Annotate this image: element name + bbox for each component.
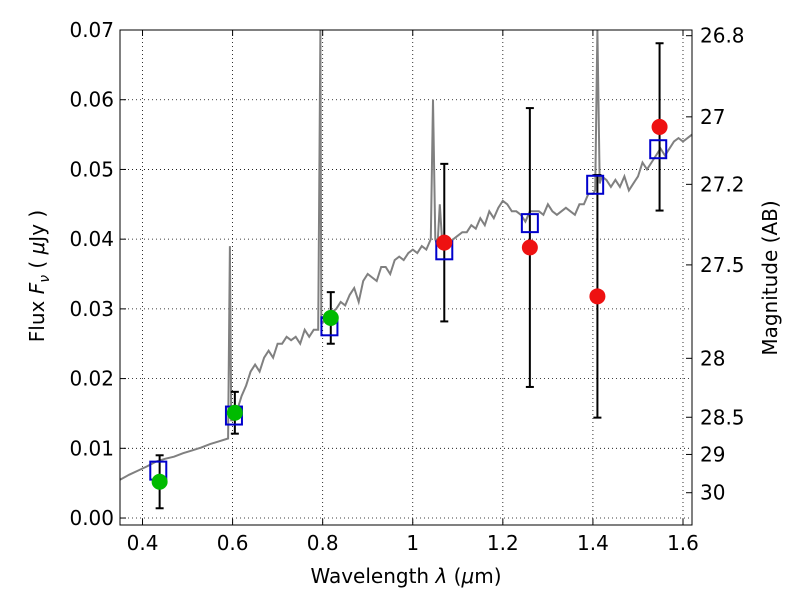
y-tick-label: 0.07 (69, 18, 114, 42)
y-tick-label: 0.01 (69, 436, 114, 460)
y-tick-label: 0.00 (69, 506, 114, 530)
x-tick-label: 1.2 (487, 531, 519, 555)
x-tick-label: 1 (406, 531, 419, 555)
magnitude-tick-label: 28 (700, 346, 725, 370)
y-tick-label: 0.02 (69, 367, 114, 391)
magnitude-axis-ticks: 26.8 27 27.2 27.5 28 28.5 29 30 (686, 24, 745, 505)
magnitude-tick-label: 30 (700, 481, 725, 505)
magnitude-tick-label: 26.8 (700, 24, 745, 48)
x-tick-label: 0.8 (307, 531, 339, 555)
x-tick-label: 1.4 (577, 531, 609, 555)
x-axis-label: Wavelength λ (μm) (310, 564, 501, 588)
x-tick-label: 0.6 (217, 531, 249, 555)
magnitude-tick-label: 27.2 (700, 172, 745, 196)
green-point (322, 309, 339, 326)
plot-frame (119, 29, 693, 526)
magnitude-tick-label: 27 (700, 105, 725, 129)
spectrum-layer (119, 29, 693, 481)
red-points (436, 118, 668, 305)
magnitude-tick-label: 27.5 (700, 253, 745, 277)
y-tick-label: 0.03 (69, 297, 114, 321)
y-tick-label: 0.06 (69, 88, 114, 112)
red-point (651, 118, 668, 135)
green-points (151, 309, 339, 490)
spectrum-line (119, 29, 693, 481)
x-tick-label: 0.4 (127, 531, 159, 555)
y-tick-label: 0.05 (69, 157, 114, 181)
green-point (226, 404, 243, 421)
y-axis-label: Flux Fν ( μJy ) (25, 210, 53, 342)
red-point (436, 234, 453, 251)
red-point (521, 239, 538, 256)
red-point (589, 288, 606, 305)
magnitude-axis-label: Magnitude (AB) (758, 200, 782, 355)
y-tick-label: 0.04 (69, 227, 114, 251)
green-point (151, 473, 168, 490)
magnitude-tick-label: 28.5 (700, 405, 745, 429)
model-point (520, 213, 539, 234)
model-point (586, 174, 605, 195)
y-axis-ticks: 0.00 0.01 0.02 0.03 0.04 0.05 0.06 0.07 (69, 18, 126, 530)
x-axis-ticks: 0.4 0.6 0.8 1 1.2 1.4 1.6 (127, 30, 699, 555)
x-tick-label: 1.6 (667, 531, 699, 555)
magnitude-tick-label: 29 (700, 442, 725, 466)
model-point (649, 139, 668, 160)
